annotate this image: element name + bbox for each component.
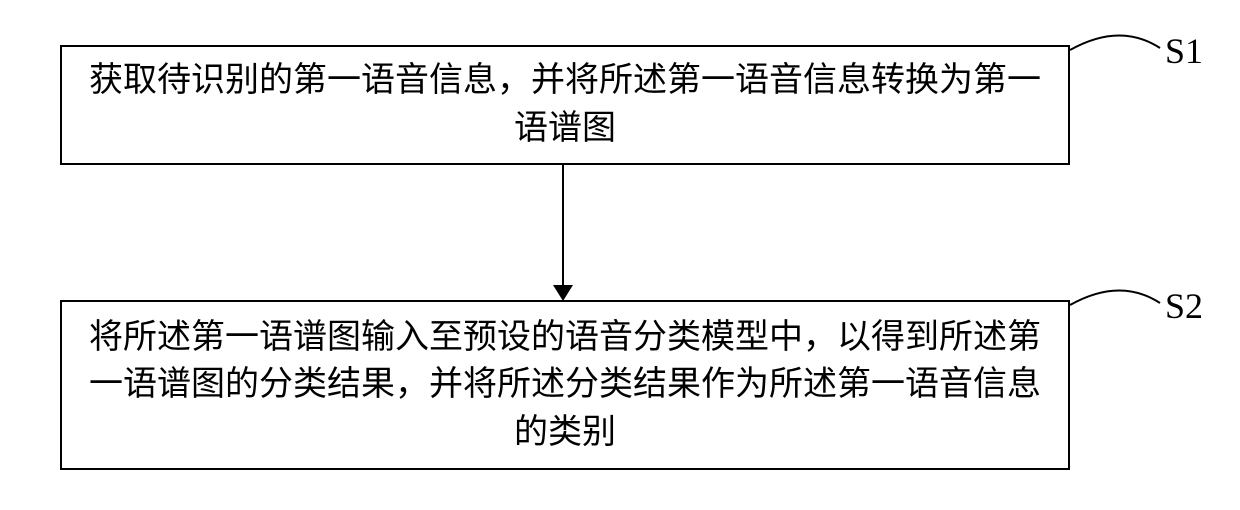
node-s2-label: S2 (1165, 285, 1203, 327)
flowchart-node-s2: 将所述第一语谱图输入至预设的语音分类模型中，以得到所述第一语谱图的分类结果，并将… (60, 300, 1070, 470)
node-s1-label: S1 (1165, 30, 1203, 72)
edge-s1-s2-line (562, 165, 564, 287)
edge-s1-s2-arrowhead (553, 285, 573, 301)
flowchart-node-s1: 获取待识别的第一语音信息，并将所述第一语音信息转换为第一语谱图 (60, 45, 1070, 165)
node-s1-text: 获取待识别的第一语音信息，并将所述第一语音信息转换为第一语谱图 (82, 57, 1048, 152)
node-s2-text: 将所述第一语谱图输入至预设的语音分类模型中，以得到所述第一语谱图的分类结果，并将… (82, 314, 1048, 457)
